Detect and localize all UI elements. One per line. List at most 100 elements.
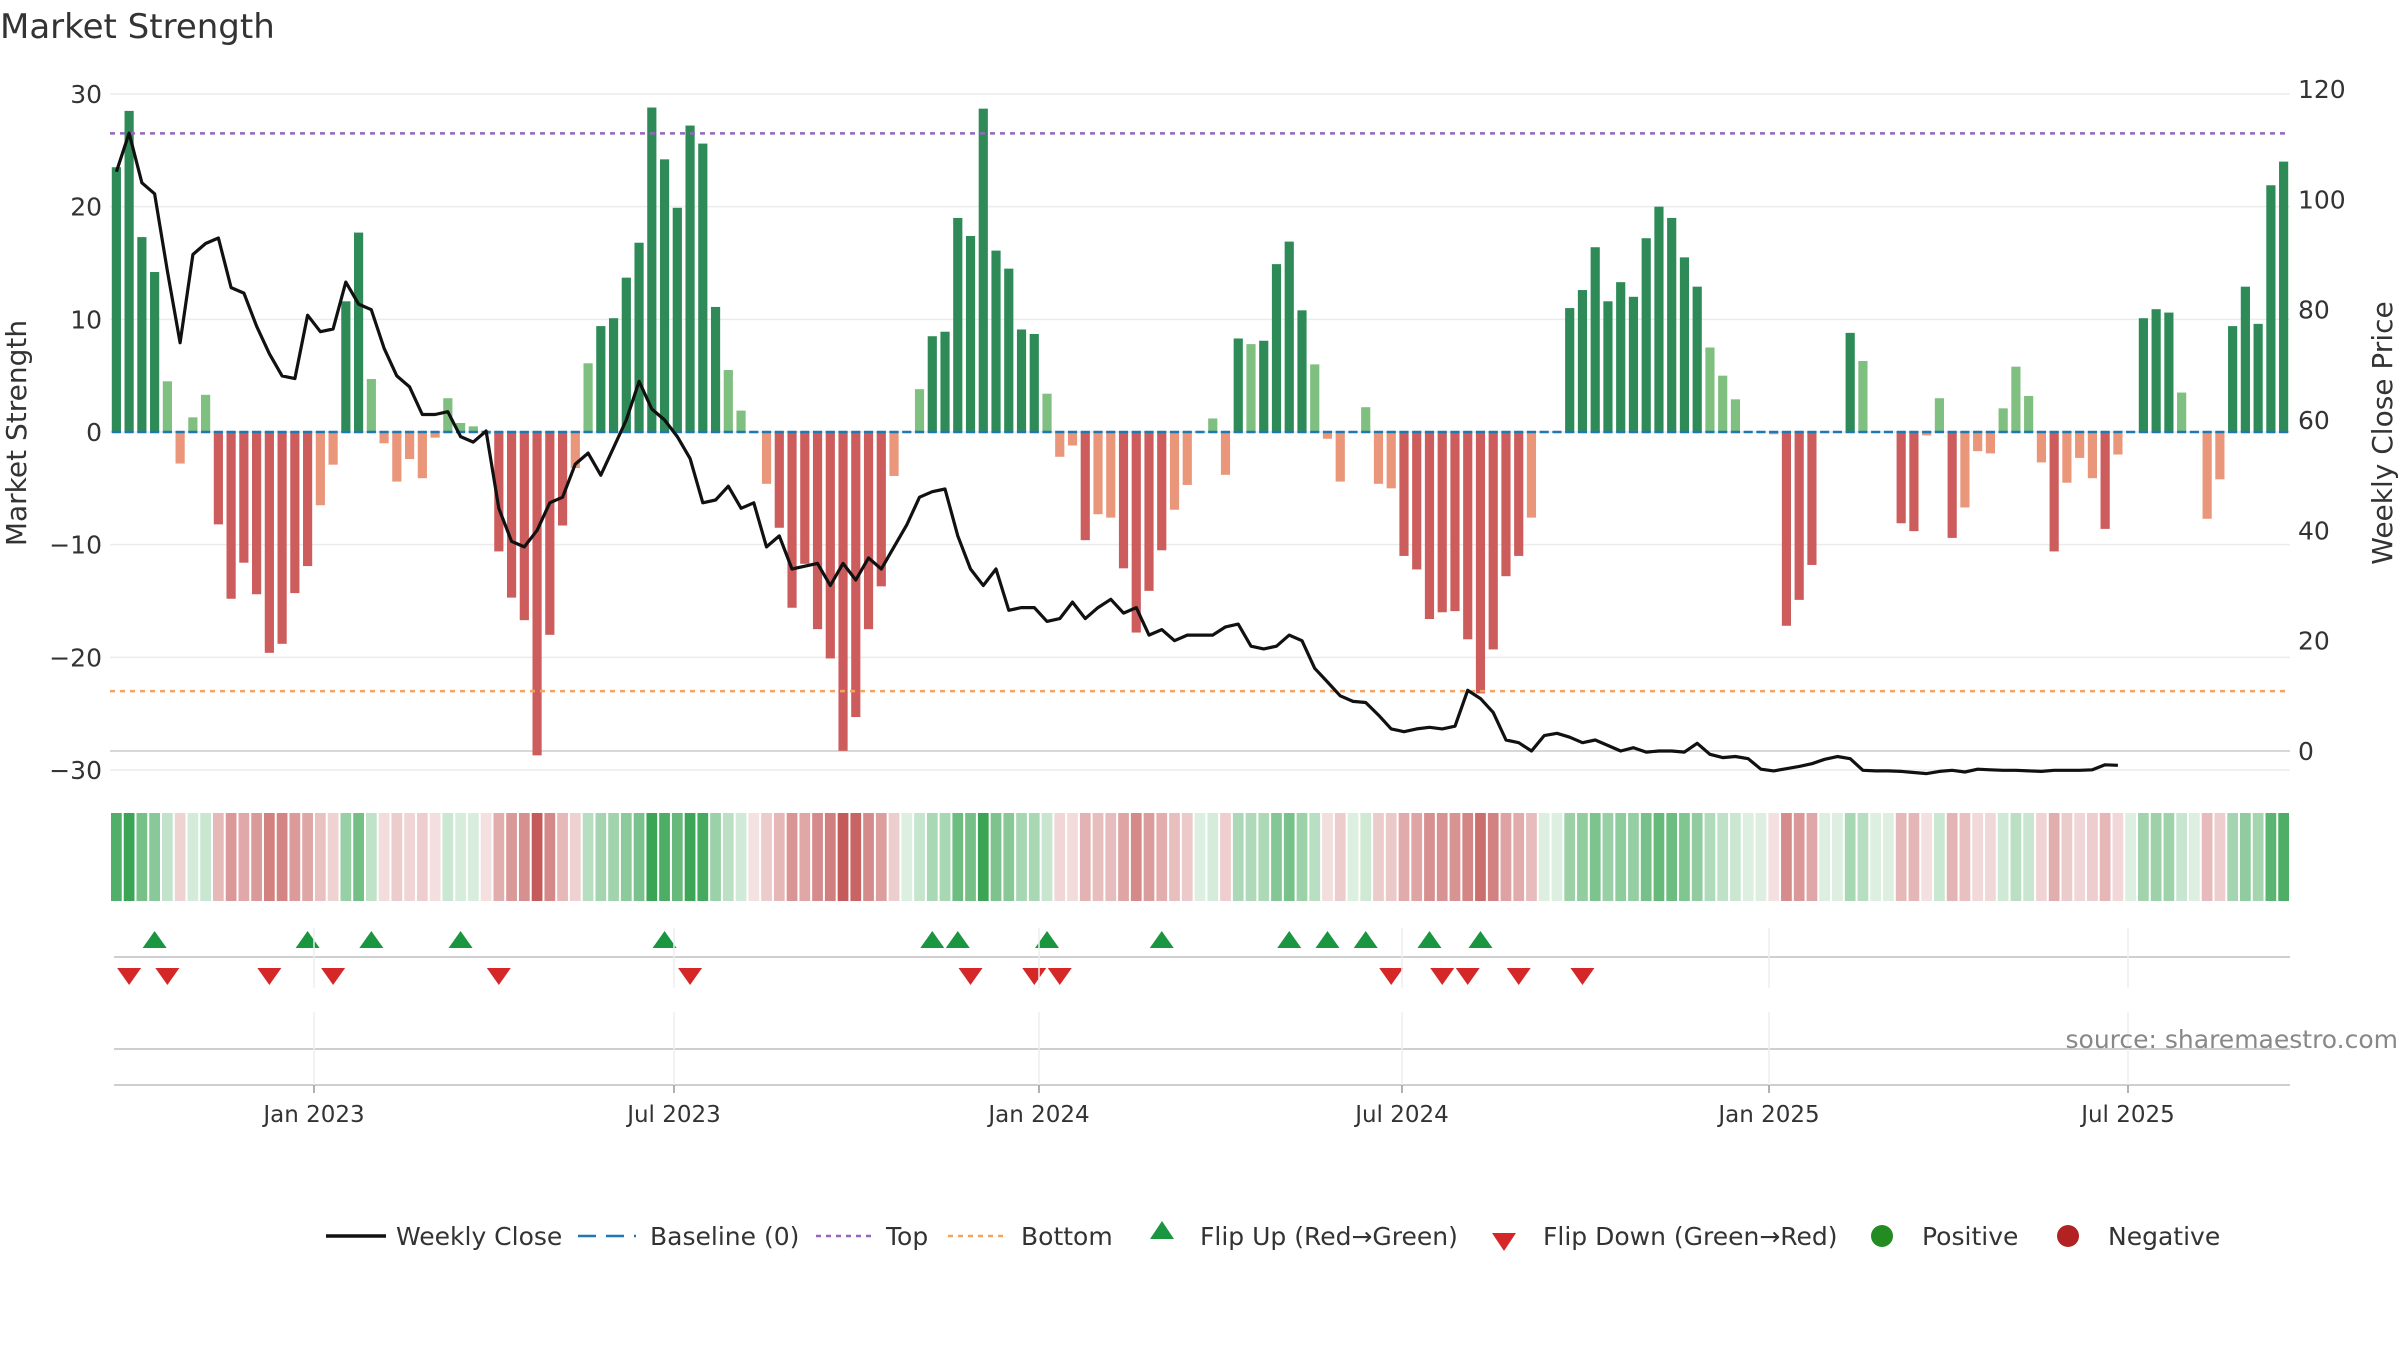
heat-cell	[1309, 813, 1321, 901]
heat-cell	[1959, 813, 1971, 901]
right-tick-label: 80	[2298, 296, 2330, 325]
strength-bar	[315, 432, 325, 506]
strength-bar	[825, 432, 835, 659]
strength-bar	[2113, 432, 2123, 455]
strength-bar	[1909, 432, 1919, 532]
strength-bar	[341, 301, 351, 432]
heat-cell	[1730, 813, 1741, 901]
strength-bar	[111, 167, 121, 432]
strength-bar	[914, 389, 925, 432]
heat-cell	[2227, 813, 2239, 901]
strength-bar	[1297, 310, 1307, 432]
strength-bar	[1412, 432, 1422, 570]
strength-bar	[2215, 432, 2225, 480]
heat-cell	[1347, 813, 1359, 901]
heat-cell	[404, 813, 415, 901]
heat-cell	[1436, 813, 1448, 901]
heat-cell	[1092, 813, 1104, 901]
strength-bar	[328, 432, 338, 465]
strength-bar	[264, 432, 274, 653]
flip-down-marker	[678, 968, 703, 985]
heat-cell	[1742, 813, 1754, 901]
heat-cell	[314, 813, 326, 901]
strength-bar	[239, 432, 249, 563]
heat-cell	[1921, 813, 1933, 901]
heat-cell	[1105, 813, 1117, 901]
heat-cell	[1870, 813, 1882, 901]
legend-weekly-close: Weekly Close	[396, 1222, 562, 1251]
strength-bar	[761, 432, 772, 484]
heat-cell	[289, 813, 301, 901]
right-tick-label: 120	[2298, 75, 2346, 104]
heat-cell	[901, 813, 913, 901]
strength-bar	[1667, 217, 1677, 432]
strength-bar	[1322, 432, 1333, 439]
strength-bar	[876, 432, 886, 587]
strength-bar	[557, 432, 568, 526]
strength-bar	[927, 336, 937, 432]
heat-cell	[748, 813, 760, 901]
strength-bar	[137, 237, 147, 432]
heat-cell	[1143, 813, 1155, 901]
heat-cell	[595, 813, 607, 901]
right-tick-label: 40	[2298, 516, 2330, 545]
heat-cell	[1679, 813, 1690, 901]
strength-bar	[596, 326, 606, 432]
heat-cell	[136, 813, 148, 901]
flip-markers	[114, 931, 2290, 1086]
strength-bar	[2100, 432, 2110, 529]
legend-bottom: Bottom	[1021, 1222, 1113, 1251]
heat-cell	[251, 813, 262, 901]
flip-down-marker	[1455, 968, 1480, 985]
strength-bar	[787, 432, 797, 608]
strength-bar	[1616, 282, 1626, 432]
heat-cell	[1271, 813, 1282, 901]
strength-bar	[150, 272, 160, 432]
strength-bar	[2151, 309, 2161, 432]
heat-cell	[671, 813, 683, 901]
strength-bar	[621, 277, 631, 432]
strength-bar	[723, 370, 733, 432]
strength-bar	[124, 110, 134, 433]
strength-bar	[252, 432, 262, 595]
heat-cell	[633, 813, 645, 901]
heat-cell	[1245, 813, 1257, 901]
strength-bar	[1080, 432, 1090, 541]
strength-bar	[1730, 399, 1741, 432]
heat-cell	[1844, 813, 1856, 901]
weekly-close-line	[114, 131, 2118, 776]
heat-cell	[1054, 813, 1066, 901]
strength-bar	[1106, 432, 1116, 518]
heat-cell	[710, 813, 721, 901]
right-tick-label: 0	[2298, 737, 2314, 766]
heat-cell	[1449, 813, 1461, 901]
source-note: source: sharemaestro.com	[2066, 1025, 2399, 1054]
x-tick-label: Jan 2025	[1716, 1102, 1819, 1128]
x-tick-label: Jul 2023	[625, 1102, 721, 1128]
flip-down-marker	[1047, 968, 1072, 985]
heat-cell	[149, 813, 160, 901]
strength-bar	[1220, 432, 1231, 475]
heat-cell	[1883, 813, 1894, 901]
heat-cell	[1041, 813, 1053, 901]
strength-bar	[1118, 432, 1129, 569]
flip-up-marker	[652, 931, 677, 948]
heat-cell	[1181, 813, 1193, 901]
heat-cell	[187, 813, 199, 901]
strength-bar	[800, 432, 810, 564]
heat-cell	[2163, 813, 2175, 901]
strength-bar	[188, 417, 198, 432]
right-tick-label: 100	[2298, 185, 2346, 214]
strength-bar	[2164, 312, 2174, 432]
strength-bar	[1144, 432, 1154, 591]
heat-cell	[1385, 813, 1397, 901]
heat-cell	[2061, 813, 2073, 901]
heat-cell	[212, 813, 224, 901]
strength-bar	[1042, 393, 1052, 432]
left-tick-label: −20	[49, 643, 102, 672]
heat-cell	[2214, 813, 2226, 901]
flip-down-marker	[1379, 968, 1404, 985]
left-tick-label: 0	[86, 418, 102, 447]
right-axis-ticks: 120 100 80 60 40 20 0	[2298, 75, 2346, 766]
heat-cell	[467, 813, 479, 901]
